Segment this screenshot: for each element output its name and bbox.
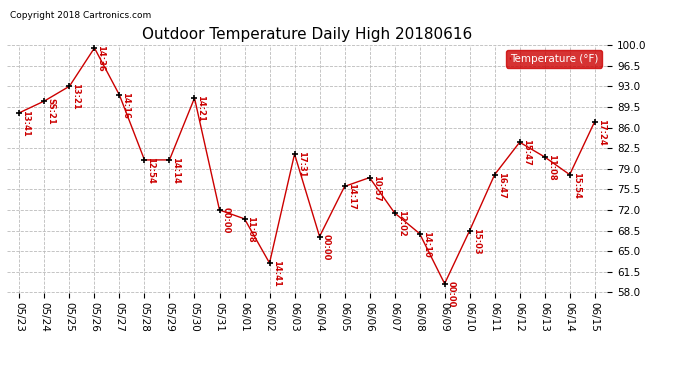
Text: 14:36: 14:36 (97, 45, 106, 72)
Text: 14:14: 14:14 (172, 157, 181, 184)
Text: 12:02: 12:02 (397, 210, 406, 237)
Text: 13:41: 13:41 (21, 110, 30, 136)
Text: 11:08: 11:08 (546, 154, 555, 181)
Text: 12:54: 12:54 (146, 157, 155, 184)
Text: 00:00: 00:00 (221, 207, 230, 233)
Text: SS:21: SS:21 (46, 98, 55, 125)
Text: 10:57: 10:57 (372, 175, 381, 201)
Text: 13:21: 13:21 (72, 83, 81, 110)
Text: 14:17: 14:17 (346, 183, 355, 210)
Legend: Temperature (°F): Temperature (°F) (506, 50, 602, 68)
Text: 14:10: 14:10 (422, 231, 431, 257)
Title: Outdoor Temperature Daily High 20180616: Outdoor Temperature Daily High 20180616 (142, 27, 472, 42)
Text: 00:00: 00:00 (322, 234, 331, 260)
Text: 15:54: 15:54 (572, 172, 581, 199)
Text: 14:16: 14:16 (121, 92, 130, 119)
Text: 15:47: 15:47 (522, 139, 531, 166)
Text: 15:03: 15:03 (472, 228, 481, 254)
Text: 14:21: 14:21 (197, 95, 206, 122)
Text: Copyright 2018 Cartronics.com: Copyright 2018 Cartronics.com (10, 11, 152, 20)
Text: 14:41: 14:41 (272, 260, 281, 287)
Text: 00:00: 00:00 (446, 281, 455, 307)
Text: 16:47: 16:47 (497, 172, 506, 198)
Text: 11:08: 11:08 (246, 216, 255, 243)
Text: 17:31: 17:31 (297, 151, 306, 178)
Text: 17:24: 17:24 (597, 118, 606, 146)
